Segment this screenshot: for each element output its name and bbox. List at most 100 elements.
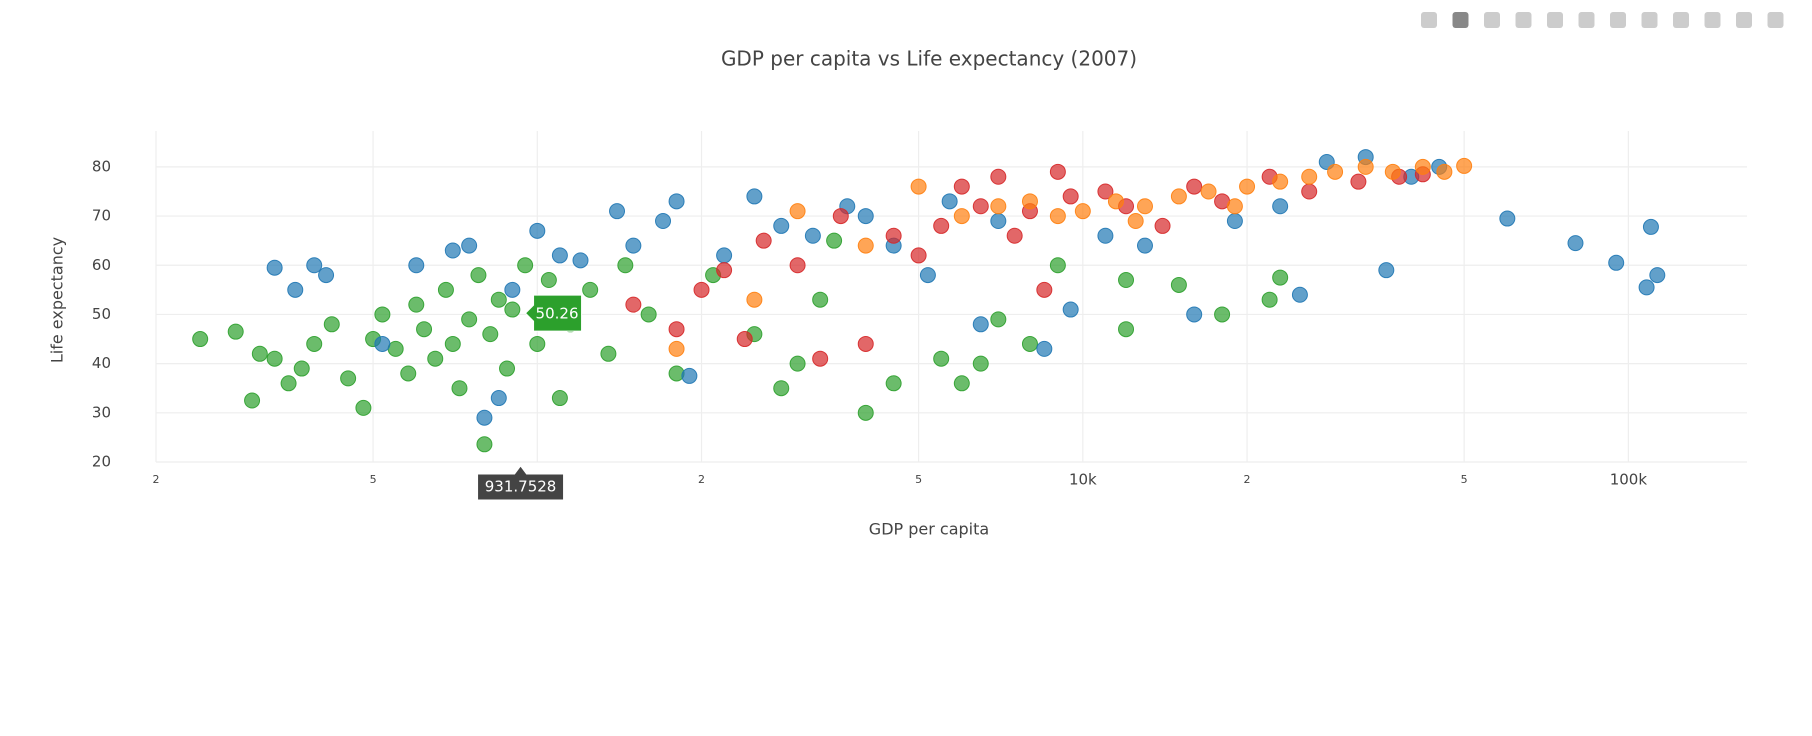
x-tick-label: 5 <box>915 473 922 486</box>
point <box>517 257 534 274</box>
modebar-button[interactable] <box>1452 12 1469 28</box>
x-tick-label: 2 <box>698 473 705 486</box>
point <box>416 321 433 338</box>
hover-box <box>524 294 583 332</box>
point <box>280 375 297 392</box>
point <box>1291 286 1308 303</box>
modebar-button[interactable] <box>1673 12 1689 28</box>
point <box>1097 227 1114 244</box>
chart-title: GDP per capita vs Life expectancy (2007) <box>721 47 1137 71</box>
point <box>990 213 1007 230</box>
point <box>681 367 698 384</box>
point <box>1200 183 1217 200</box>
modebar-button[interactable] <box>1704 12 1721 28</box>
point <box>251 345 268 362</box>
hover-x-box <box>477 465 565 501</box>
point <box>490 390 507 407</box>
point <box>1097 183 1114 200</box>
point <box>857 404 874 421</box>
point <box>812 350 829 367</box>
modebar-button[interactable] <box>1484 12 1500 28</box>
point <box>444 335 461 352</box>
point <box>746 291 763 308</box>
point <box>1272 173 1289 190</box>
point <box>990 198 1007 215</box>
point <box>374 306 391 323</box>
point <box>400 365 417 382</box>
point <box>490 291 507 308</box>
point <box>1436 163 1453 180</box>
point <box>625 237 642 254</box>
x-tick-label: 2 <box>1244 473 1251 486</box>
modebar-button[interactable] <box>1421 12 1437 28</box>
point <box>551 247 568 264</box>
point <box>355 399 372 416</box>
point <box>1327 163 1344 180</box>
point <box>1049 257 1066 274</box>
point <box>773 217 790 234</box>
point <box>540 272 557 289</box>
point <box>437 281 454 298</box>
point <box>1186 306 1203 323</box>
modebar-button[interactable] <box>1578 12 1595 28</box>
point <box>941 193 958 210</box>
modebar-button[interactable] <box>1736 12 1752 28</box>
hover-x-label: 931.7528 <box>485 478 557 496</box>
point <box>408 296 425 313</box>
point <box>323 316 340 333</box>
point <box>1567 235 1584 252</box>
modebar-button[interactable] <box>1641 12 1658 28</box>
point <box>244 392 261 409</box>
point <box>318 267 335 284</box>
point <box>655 213 672 230</box>
point <box>551 390 568 407</box>
point <box>1642 218 1659 235</box>
point <box>1350 173 1367 190</box>
point <box>293 360 310 377</box>
modebar-button[interactable] <box>1547 12 1563 28</box>
point <box>461 237 478 254</box>
point <box>857 335 874 352</box>
point <box>340 370 357 387</box>
point <box>789 257 806 274</box>
y-axis-title: Life expectancy <box>48 237 67 363</box>
point <box>504 301 521 318</box>
point <box>1301 168 1318 185</box>
point <box>953 208 970 225</box>
point <box>451 380 468 397</box>
point <box>1186 178 1203 195</box>
point <box>990 168 1007 185</box>
point <box>470 267 487 284</box>
point <box>387 340 404 357</box>
point <box>1638 279 1655 296</box>
point <box>1384 163 1401 180</box>
y-tick-label: 80 <box>92 157 111 175</box>
point <box>910 247 927 264</box>
point <box>1021 335 1038 352</box>
point <box>1021 193 1038 210</box>
modebar-button[interactable] <box>1610 12 1626 28</box>
point <box>1127 213 1144 230</box>
point <box>1226 198 1243 215</box>
point <box>755 232 772 249</box>
point <box>1649 267 1666 284</box>
y-tick-label: 60 <box>92 256 111 274</box>
point <box>640 306 657 323</box>
point <box>1049 163 1066 180</box>
x-tick-label: 5 <box>370 473 377 486</box>
point <box>461 311 478 328</box>
point <box>1226 213 1243 230</box>
x-tick-label: 10k <box>1069 471 1097 489</box>
point <box>529 335 546 352</box>
point <box>972 316 989 333</box>
point <box>1107 193 1124 210</box>
point <box>919 267 936 284</box>
point <box>933 350 950 367</box>
point <box>1118 272 1135 289</box>
point <box>1239 178 1256 195</box>
point <box>1499 210 1516 227</box>
point <box>408 257 425 274</box>
modebar-button[interactable] <box>1767 12 1784 28</box>
modebar-button[interactable] <box>1515 12 1532 28</box>
